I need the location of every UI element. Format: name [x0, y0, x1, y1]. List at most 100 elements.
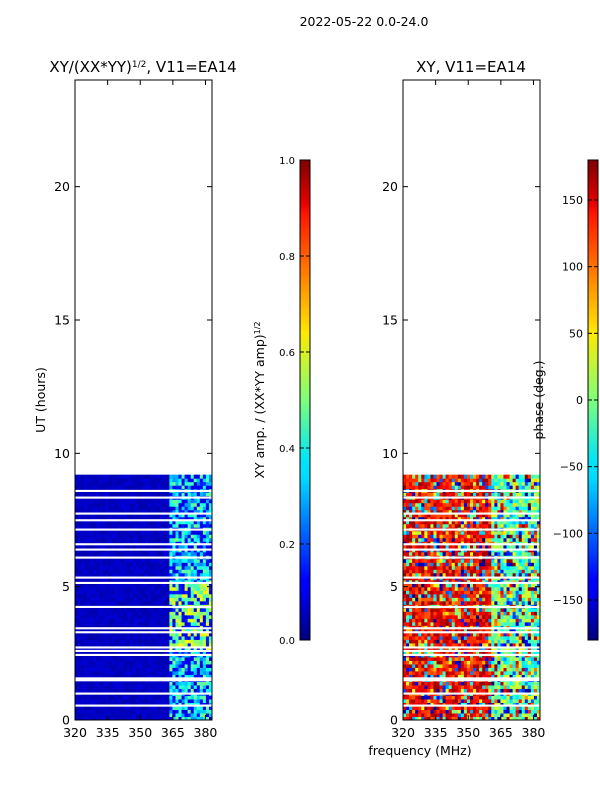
heatmap-cell	[108, 712, 113, 717]
heatmap-cell	[102, 639, 106, 644]
heatmap-cell	[527, 621, 532, 626]
heatmap-cell	[439, 628, 444, 633]
heatmap-cell	[135, 621, 140, 626]
heatmap-cell	[111, 558, 116, 563]
heatmap-cell	[412, 670, 416, 675]
heatmap-cell	[141, 716, 146, 720]
heatmap-cell	[479, 597, 483, 602]
heatmap-cell	[114, 712, 119, 717]
heatmap-cell	[129, 705, 134, 710]
heatmap-cell	[169, 597, 173, 602]
heatmap-cell	[509, 593, 514, 598]
heatmap-cell	[512, 632, 517, 637]
heatmap-cell	[93, 583, 97, 588]
heatmap-cell	[454, 593, 459, 598]
heatmap-cell	[114, 499, 119, 504]
heatmap-cell	[132, 579, 137, 584]
heatmap-cell	[105, 656, 109, 661]
heatmap-cell	[536, 712, 540, 717]
heatmap-cell	[497, 709, 501, 714]
heatmap-cell	[494, 656, 498, 661]
heatmap-cell	[412, 635, 416, 640]
heatmap-cell	[497, 695, 501, 700]
heatmap-cell	[190, 565, 195, 570]
heatmap-cell	[196, 492, 201, 497]
heatmap-cell	[175, 660, 180, 665]
heatmap-cell	[184, 709, 189, 714]
heatmap-cell	[530, 607, 535, 612]
heatmap-cell	[145, 530, 149, 535]
heatmap-cell	[148, 674, 152, 679]
heatmap-cell	[491, 628, 495, 633]
heatmap-cell	[175, 632, 180, 637]
heatmap-cell	[129, 481, 134, 486]
heatmap-cell	[509, 614, 514, 619]
heatmap-cell	[488, 621, 492, 626]
heatmap-cell	[105, 558, 109, 563]
heatmap-cell	[151, 597, 155, 602]
heatmap-cell	[126, 600, 131, 605]
heatmap-cell	[99, 474, 103, 479]
heatmap-cell	[81, 667, 85, 672]
heatmap-cell	[451, 705, 456, 710]
heatmap-cell	[166, 635, 170, 640]
heatmap-cell	[117, 705, 122, 710]
heatmap-cell	[138, 663, 143, 668]
heatmap-cell	[433, 600, 437, 605]
heatmap-cell	[135, 712, 140, 717]
heatmap-cell	[90, 565, 94, 570]
heatmap-cell	[123, 660, 128, 665]
heatmap-cell	[469, 698, 474, 703]
heatmap-cell	[436, 670, 441, 675]
heatmap-cell	[135, 628, 140, 633]
heatmap-cell	[515, 712, 520, 717]
heatmap-cell	[108, 618, 113, 623]
heatmap-cell	[75, 530, 79, 535]
heatmap-cell	[169, 562, 173, 567]
heatmap-cell	[81, 642, 85, 647]
heatmap-cell	[479, 688, 483, 693]
heatmap-cell	[132, 551, 137, 556]
heatmap-cell	[120, 684, 125, 689]
heatmap-cell	[190, 674, 195, 679]
heatmap-cell	[166, 688, 170, 693]
heatmap-cell	[148, 502, 152, 507]
heatmap-cell	[81, 523, 85, 528]
heatmap-cell	[418, 618, 422, 623]
heatmap-cell	[93, 506, 97, 511]
heatmap-cell	[208, 618, 212, 623]
heatmap-cell	[208, 572, 212, 577]
heatmap-cell	[521, 670, 526, 675]
heatmap-cell	[208, 492, 212, 497]
heatmap-cell	[178, 478, 183, 483]
heatmap-cell	[90, 474, 94, 479]
heatmap-cell	[157, 506, 161, 511]
heatmap-cell	[84, 705, 88, 710]
heatmap-cell	[208, 670, 212, 675]
heatmap-cell	[84, 558, 88, 563]
heatmap-cell	[145, 614, 149, 619]
heatmap-cell	[193, 681, 198, 686]
heatmap-cell	[491, 684, 495, 689]
heatmap-cell	[111, 670, 116, 675]
heatmap-cell	[406, 583, 410, 588]
heatmap-cell	[196, 513, 201, 518]
heatmap-cell	[494, 688, 498, 693]
heatmap-cell	[485, 670, 489, 675]
heatmap-cell	[463, 618, 468, 623]
heatmap-cell	[503, 709, 508, 714]
heatmap-cell	[500, 639, 504, 644]
heatmap-cell	[169, 712, 173, 717]
heatmap-cell	[114, 544, 119, 549]
heatmap-cell	[166, 642, 170, 647]
heatmap-cell	[205, 660, 210, 665]
heatmap-cell	[476, 698, 480, 703]
heatmap-cell	[96, 639, 100, 644]
heatmap-cell	[81, 614, 85, 619]
heatmap-cell	[132, 597, 137, 602]
heatmap-cell	[491, 614, 495, 619]
heatmap-cell	[181, 513, 186, 518]
heatmap-cell	[524, 611, 529, 616]
heatmap-cell	[403, 590, 407, 595]
heatmap-cell	[512, 709, 517, 714]
